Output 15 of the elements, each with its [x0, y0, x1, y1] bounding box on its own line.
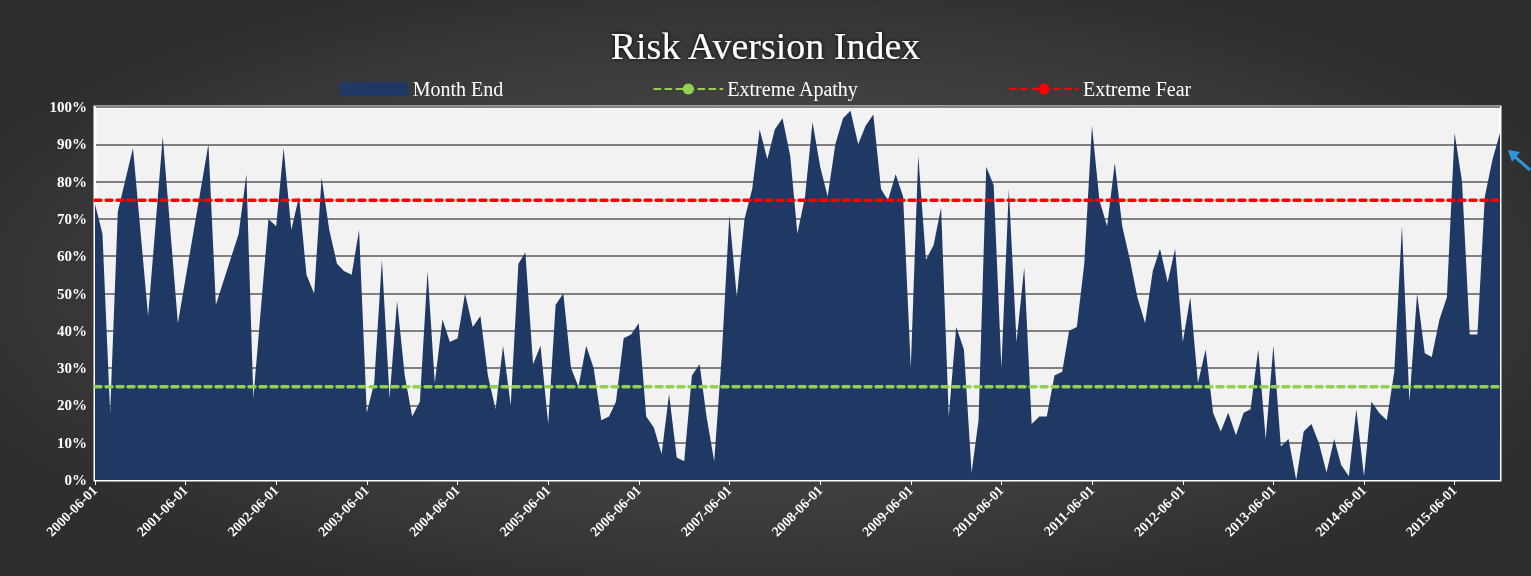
y-tick-label: 40% — [57, 322, 87, 339]
legend-label: Extreme Fear — [1082, 78, 1192, 100]
y-tick-label: 90% — [57, 136, 87, 153]
y-tick-label: 70% — [57, 210, 87, 227]
chart-title: Risk Aversion Index — [610, 25, 921, 67]
y-tick-label: 50% — [57, 285, 87, 302]
y-tick-label: 20% — [57, 397, 87, 414]
y-tick-label: 10% — [57, 434, 87, 451]
y-tick-label: 100% — [49, 99, 87, 115]
y-tick-label: 30% — [57, 360, 87, 377]
y-tick-label: 80% — [57, 173, 87, 190]
legend-label: Extreme Apathy — [727, 78, 858, 101]
legend-label: Month End — [412, 78, 504, 100]
y-tick-label: 0% — [64, 472, 87, 488]
y-tick-label: 60% — [57, 248, 87, 265]
